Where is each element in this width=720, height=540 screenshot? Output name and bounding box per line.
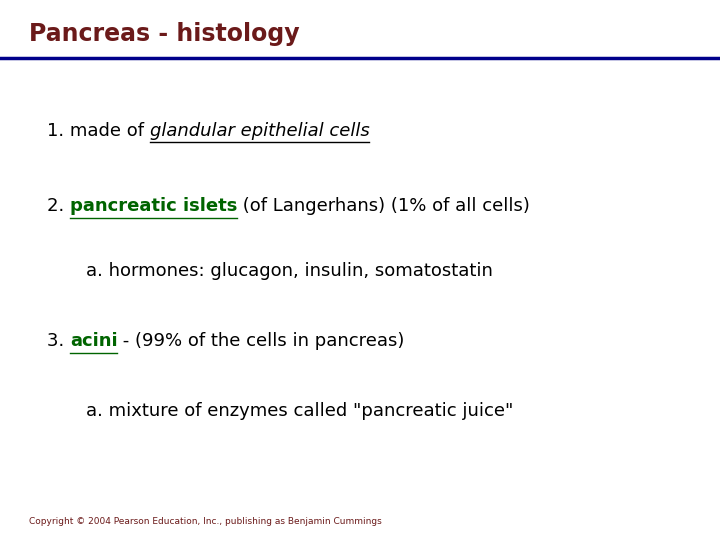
Text: - (99% of the cells in pancreas): - (99% of the cells in pancreas) <box>117 332 405 350</box>
Text: Pancreas - histology: Pancreas - histology <box>29 22 300 45</box>
Text: acini: acini <box>70 332 117 350</box>
Text: (of Langerhans) (1% of all cells): (of Langerhans) (1% of all cells) <box>237 197 530 215</box>
Text: a. mixture of enzymes called "pancreatic juice": a. mixture of enzymes called "pancreatic… <box>86 402 514 420</box>
Text: 3.: 3. <box>47 332 70 350</box>
Text: 2.: 2. <box>47 197 70 215</box>
Text: a. hormones: glucagon, insulin, somatostatin: a. hormones: glucagon, insulin, somatost… <box>86 262 493 280</box>
Text: 1. made of: 1. made of <box>47 122 150 139</box>
Text: glandular epithelial cells: glandular epithelial cells <box>150 122 369 139</box>
Text: Copyright © 2004 Pearson Education, Inc., publishing as Benjamin Cummings: Copyright © 2004 Pearson Education, Inc.… <box>29 517 382 526</box>
Text: pancreatic islets: pancreatic islets <box>70 197 237 215</box>
